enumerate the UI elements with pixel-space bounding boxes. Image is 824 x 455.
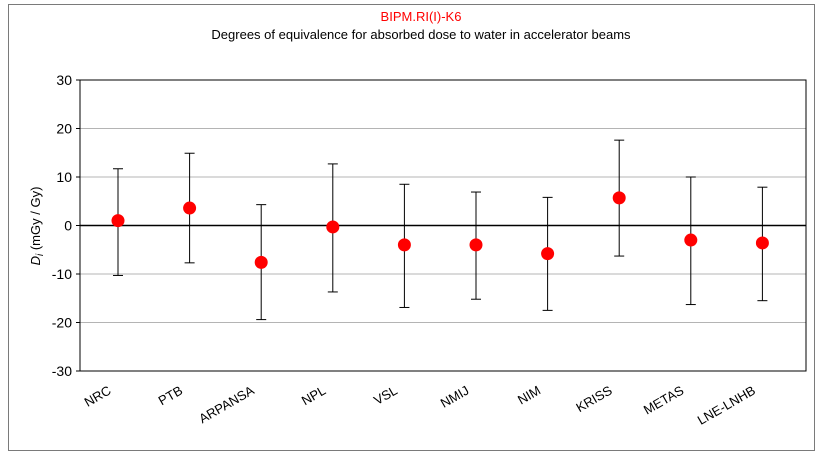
x-tick-label: NPL bbox=[299, 383, 328, 409]
data-point bbox=[254, 255, 268, 269]
chart-title: BIPM.RI(I)-K6 bbox=[381, 9, 462, 24]
x-tick-label: KRISS bbox=[573, 382, 615, 415]
data-point bbox=[326, 220, 340, 234]
x-tick-label: NRC bbox=[82, 383, 114, 410]
x-tick-label: ARPANSA bbox=[196, 382, 257, 426]
y-axis-ticks: 30 20 10 0 -10 -20 -30 bbox=[52, 72, 80, 379]
gridlines bbox=[80, 128, 806, 323]
y-axis-label-subscript: i bbox=[35, 253, 46, 256]
y-tick-label: -30 bbox=[52, 363, 72, 379]
x-tick-label: NIM bbox=[515, 383, 543, 408]
data-point bbox=[541, 247, 555, 261]
y-tick-label: -20 bbox=[52, 315, 72, 331]
x-tick-label: NMIJ bbox=[438, 383, 472, 411]
y-tick-label: 20 bbox=[56, 121, 72, 137]
y-tick-label: 0 bbox=[64, 218, 72, 234]
data-point bbox=[183, 201, 197, 215]
data-point bbox=[612, 191, 626, 205]
x-tick-label: METAS bbox=[641, 382, 687, 417]
chart-frame: 30 20 10 0 -10 -20 -30 NRC PTB ARPANSA NPL VSL NMIJ… bbox=[8, 4, 815, 451]
x-tick-label: LNE-LNHB bbox=[695, 383, 758, 428]
data-points bbox=[111, 191, 769, 269]
y-tick-label: -10 bbox=[52, 266, 72, 282]
y-axis-label-units: (mGy / Gy) bbox=[28, 187, 43, 254]
data-point bbox=[111, 214, 125, 228]
data-point bbox=[397, 238, 411, 252]
error-bars bbox=[113, 139, 768, 321]
chart-subtitle: Degrees of equivalence for absorbed dose… bbox=[211, 27, 631, 42]
data-point bbox=[684, 233, 698, 247]
x-tick-label: VSL bbox=[371, 383, 400, 408]
y-tick-label: 10 bbox=[56, 169, 72, 185]
x-tick-label: PTB bbox=[156, 383, 185, 409]
data-point bbox=[469, 238, 483, 252]
data-point bbox=[755, 236, 769, 250]
y-axis-label-symbol: D bbox=[28, 256, 43, 265]
y-tick-label: 30 bbox=[56, 72, 72, 88]
chart-svg: 30 20 10 0 -10 -20 -30 NRC PTB ARPANSA NPL VSL NMIJ… bbox=[28, 9, 807, 428]
y-axis-label: Di (mGy / Gy) bbox=[28, 187, 46, 266]
x-axis-ticks: NRC PTB ARPANSA NPL VSL NMIJ NIM KRISS METAS LNE-… bbox=[82, 382, 758, 427]
